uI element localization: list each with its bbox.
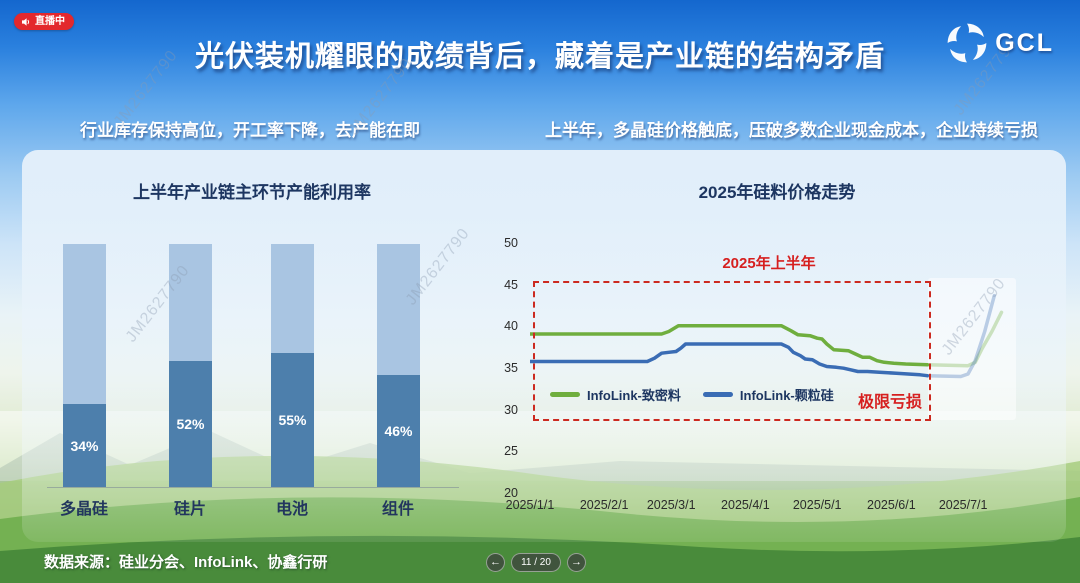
bar-segment-remainder	[63, 244, 106, 405]
slide-title: 光伏装机耀眼的成绩背后，藏着是产业链的结构矛盾	[194, 41, 885, 73]
bar-chart-baseline	[47, 487, 459, 488]
bar-value-label: 46%	[384, 423, 413, 440]
gcl-pinwheel-icon	[947, 23, 987, 63]
page-indicator: 11 / 20	[511, 553, 561, 572]
y-axis-tick: 40	[504, 319, 518, 334]
y-axis-tick: 25	[504, 444, 518, 459]
legend-label-granular-si: InfoLink-颗粒硅	[739, 388, 834, 403]
x-axis-tick: 2025/7/1	[938, 498, 988, 512]
bar-value-label: 52%	[176, 415, 205, 432]
bar-电池: 55%	[271, 244, 314, 487]
y-axis-tick: 20	[504, 485, 518, 500]
gcl-logo-text: GCL	[995, 28, 1054, 57]
charts-panel: 上半年产业链主环节产能利用率 2025年硅料价格走势 34% 多晶硅 52% 硅片 55…	[22, 150, 1066, 542]
x-axis-tick: 2025/4/1	[721, 498, 770, 512]
bar-segment-remainder	[169, 244, 212, 361]
x-axis-tick: 2025/2/1	[579, 498, 629, 512]
bar-category-label: 多晶硅	[59, 501, 108, 518]
bar-组件: 46%	[377, 244, 420, 487]
prev-slide-button[interactable]: ←	[486, 553, 505, 572]
x-axis-tick: 2025/3/1	[646, 498, 696, 512]
gcl-logo: GCL	[946, 22, 1054, 64]
y-axis-tick: 30	[504, 402, 518, 417]
x-axis-tick: 2025/6/1	[867, 498, 916, 512]
series-line-blue-faded	[925, 293, 997, 379]
bar-segment-utilization: 46%	[377, 375, 420, 487]
legend-item-granular-si: InfoLink-颗粒硅	[702, 385, 834, 404]
series-line-green-faded	[925, 310, 1004, 368]
legend-item-dense-poly: InfoLink-致密料	[550, 385, 681, 404]
subtitle-right: 上半年，多晶硅价格触底，压破多数企业现金成本，企业持续亏损	[545, 121, 1038, 140]
bar-多晶硅: 34%	[63, 244, 106, 487]
live-badge-label: 直播中	[35, 16, 65, 27]
bar-segment-remainder	[271, 244, 314, 354]
speaker-icon	[22, 17, 30, 26]
bar-category-label: 电池	[275, 501, 308, 518]
h1-period-dashed-box	[533, 281, 931, 421]
legend-label-dense-poly: InfoLink-致密料	[587, 388, 681, 403]
next-slide-button[interactable]: →	[567, 553, 586, 572]
bar-segment-utilization: 34%	[63, 404, 106, 487]
bar-segment-utilization: 52%	[169, 360, 212, 487]
series-line-blue-solid	[530, 342, 930, 378]
bar-硅片: 52%	[169, 244, 212, 487]
x-axis-tick: 2025/5/1	[792, 498, 842, 512]
data-source-note: 数据来源：硅业分会、InfoLink、协鑫行研	[44, 554, 328, 571]
y-axis-tick: 45	[504, 277, 518, 292]
bar-value-label: 34%	[70, 437, 99, 454]
x-axis-tick: 2025/1/1	[505, 498, 555, 512]
bar-category-label: 组件	[381, 501, 414, 518]
bar-category-label: 硅片	[173, 501, 206, 518]
y-axis-tick: 35	[504, 360, 518, 375]
extreme-loss-label: 极限亏损	[857, 394, 922, 411]
line-chart-legend: InfoLink-致密料 InfoLink-颗粒硅	[550, 385, 834, 404]
live-badge: 直播中	[14, 13, 74, 30]
slide-pager: ← 11 / 20 →	[486, 553, 586, 572]
line-chart	[530, 293, 1004, 379]
y-axis-tick: 50	[504, 236, 518, 250]
bar-value-label: 55%	[278, 412, 307, 429]
subtitle-left: 行业库存保持高位，开工率下降，去产能在即	[80, 121, 420, 140]
bar-segment-remainder	[377, 244, 420, 376]
bar-chart: 34% 多晶硅 52% 硅片 55% 电池 46% 组件	[47, 244, 459, 518]
line-chart-title: 2025年硅料价格走势	[698, 183, 856, 202]
legend-swatch-green	[550, 392, 580, 397]
series-line-green-solid	[530, 323, 930, 367]
h1-period-label: 2025年上半年	[722, 255, 816, 272]
legend-swatch-blue	[702, 392, 733, 397]
bar-segment-utilization: 55%	[271, 353, 314, 487]
forecast-highlight-region	[928, 278, 1016, 420]
bar-chart-title: 上半年产业链主环节产能利用率	[133, 183, 371, 202]
